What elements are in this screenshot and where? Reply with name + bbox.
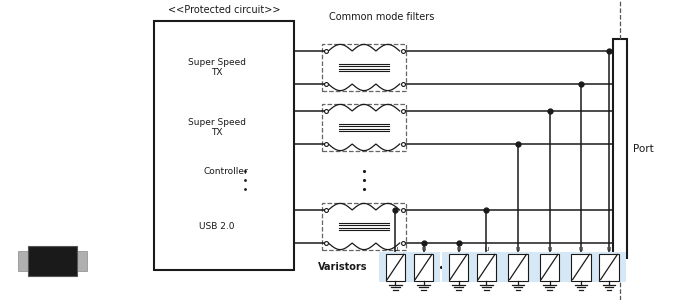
Bar — [540, 254, 559, 280]
Text: U: U — [456, 247, 461, 252]
Text: Common mode filters: Common mode filters — [329, 12, 434, 22]
Text: Super Speed
TX: Super Speed TX — [188, 58, 246, 77]
Bar — [322, 44, 406, 91]
Bar — [28, 246, 77, 276]
Text: U: U — [516, 247, 520, 252]
Bar — [414, 254, 433, 280]
Text: U: U — [421, 247, 426, 252]
Bar — [508, 254, 528, 280]
Text: U: U — [579, 247, 583, 252]
Text: Port: Port — [634, 143, 654, 154]
Text: Controller: Controller — [203, 167, 248, 176]
Text: U: U — [393, 247, 398, 252]
Bar — [449, 254, 468, 280]
Text: <<Protected circuit>>: <<Protected circuit>> — [168, 5, 280, 15]
Bar — [477, 254, 496, 280]
Text: U: U — [607, 247, 611, 252]
Bar — [322, 203, 406, 250]
Bar — [386, 254, 405, 280]
Text: Varistors: Varistors — [318, 262, 368, 272]
Text: USB 2.0: USB 2.0 — [199, 222, 234, 231]
Bar — [322, 104, 406, 151]
Bar — [76, 251, 87, 271]
Bar — [612, 39, 626, 258]
Bar — [18, 251, 29, 271]
Text: U: U — [547, 247, 552, 252]
Bar — [379, 252, 440, 282]
Bar — [599, 254, 619, 280]
Text: Super Speed
TX: Super Speed TX — [188, 118, 246, 137]
Text: U: U — [484, 247, 489, 252]
Bar — [154, 21, 294, 270]
Bar — [442, 252, 626, 282]
Bar — [571, 254, 591, 280]
